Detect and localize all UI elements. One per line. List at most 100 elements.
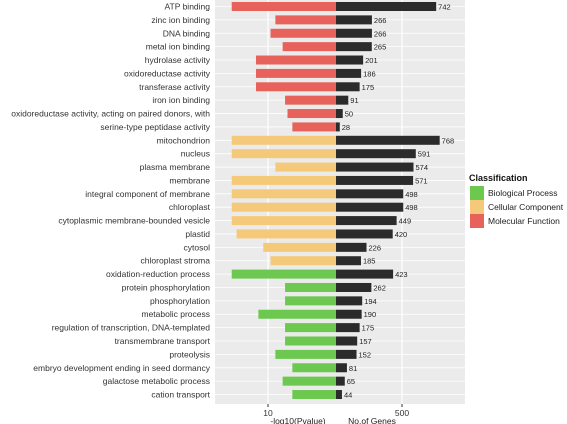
pvalue-bar-oxidation-reduction-process	[231, 269, 336, 279]
pvalue-bar-integral-component-of-membrane	[231, 189, 336, 199]
term-label-metal-ion-binding: metal ion binding	[146, 42, 211, 52]
pvalue-bar-chloroplast-stroma	[270, 256, 336, 266]
count-label-protein-phosphorylation: 262	[373, 283, 386, 292]
count-label-dna-binding: 266	[374, 29, 387, 38]
term-label-nucleus: nucleus	[181, 149, 210, 159]
legend-swatch-molecular-function	[470, 214, 484, 228]
gene-count-bar-serine-type-peptidase-activity	[336, 122, 340, 132]
gene-count-bar-galactose-metabolic-process	[336, 376, 345, 386]
count-label-proteolysis: 152	[359, 350, 372, 359]
gene-count-bar-oxidation-reduction-process	[336, 269, 394, 279]
gene-count-bar-plastid	[336, 229, 393, 239]
gene-count-bar-oxidoreductase-activity-acting-on-paired-donors-with	[336, 109, 343, 119]
legend-label-cellular-component: Cellular Component	[488, 202, 564, 212]
count-label-atp-binding: 742	[438, 3, 451, 12]
pvalue-bar-plastid	[236, 229, 336, 239]
term-label-chloroplast: chloroplast	[169, 202, 211, 212]
count-label-transferase-activity: 175	[362, 83, 375, 92]
count-label-chloroplast: 498	[405, 203, 418, 212]
count-label-cation-transport: 44	[344, 391, 352, 400]
term-label-serine-type-peptidase-activity: serine-type peptidase activity	[100, 122, 210, 132]
x-axis: 10 500 -log10(Pvalue) No.of Genes	[263, 404, 409, 424]
legend-swatch-cellular-component	[470, 200, 484, 214]
x-axis-title-left: -log10(Pvalue)	[270, 416, 325, 424]
count-label-zinc-ion-binding: 266	[374, 16, 387, 25]
gene-count-bar-phosphorylation	[336, 296, 363, 306]
pvalue-bar-transferase-activity	[255, 82, 336, 92]
gene-count-bar-metabolic-process	[336, 309, 362, 319]
pvalue-bar-phosphorylation	[285, 296, 336, 306]
gene-count-bar-cation-transport	[336, 390, 342, 400]
gene-count-bar-cytosol	[336, 242, 367, 252]
term-label-membrane: membrane	[169, 175, 210, 185]
count-label-cytoplasmic-membrane-bounded-vesicle: 449	[399, 217, 412, 226]
term-label-metabolic-process: metabolic process	[141, 309, 210, 319]
term-label-chloroplast-stroma: chloroplast stroma	[141, 256, 211, 266]
gene-count-bar-chloroplast	[336, 202, 404, 212]
count-label-iron-ion-binding: 91	[350, 96, 358, 105]
legend-label-biological-process: Biological Process	[488, 188, 557, 198]
pvalue-bar-dna-binding	[270, 28, 336, 38]
pvalue-bar-metabolic-process	[258, 309, 336, 319]
count-label-chloroplast-stroma: 185	[363, 257, 376, 266]
term-label-dna-binding: DNA binding	[163, 28, 211, 38]
term-label-cation-transport: cation transport	[151, 390, 210, 400]
count-labels-layer: 742 266 266 265 201 186 175 91 50 28 768 591 574 571 4…	[342, 3, 454, 400]
bars-layer	[231, 2, 440, 400]
pvalue-bar-atp-binding	[231, 2, 336, 11]
pvalue-bar-plasma-membrane	[275, 162, 336, 172]
term-label-proteolysis: proteolysis	[169, 349, 210, 359]
gene-count-bar-transmembrane-transport	[336, 336, 358, 346]
count-label-cytosol: 226	[369, 243, 382, 252]
count-label-membrane: 571	[415, 176, 428, 185]
term-label-transferase-activity: transferase activity	[139, 82, 211, 92]
gene-count-bar-plasma-membrane	[336, 162, 414, 172]
term-label-phosphorylation: phosphorylation	[150, 296, 210, 306]
gene-count-bar-protein-phosphorylation	[336, 282, 372, 292]
gene-count-bar-cytoplasmic-membrane-bounded-vesicle	[336, 216, 397, 226]
legend-item-molecular-function: Molecular Function	[470, 214, 560, 228]
term-label-hydrolase-activity: hydrolase activity	[145, 55, 211, 65]
term-label-cytosol: cytosol	[184, 242, 211, 252]
term-label-oxidoreductase-activity: oxidoreductase activity	[124, 68, 211, 78]
pvalue-bar-transmembrane-transport	[285, 336, 336, 346]
pvalue-bar-serine-type-peptidase-activity	[292, 122, 336, 132]
term-label-atp-binding: ATP binding	[164, 2, 210, 12]
term-label-oxidoreductase-activity-acting-on-paired-donors-with: oxidoreductase activity, acting on paire…	[11, 109, 210, 119]
pvalue-bar-proteolysis	[275, 349, 336, 359]
pvalue-bar-chloroplast	[231, 202, 336, 212]
pvalue-bar-regulation-of-transcription-dna-templated	[285, 323, 336, 333]
count-label-serine-type-peptidase-activity: 28	[342, 123, 350, 132]
pvalue-bar-cytosol	[263, 242, 336, 252]
legend-item-cellular-component: Cellular Component	[470, 200, 564, 214]
pvalue-bar-protein-phosphorylation	[285, 282, 336, 292]
term-label-cytoplasmic-membrane-bounded-vesicle: cytoplasmic membrane-bounded vesicle	[58, 216, 210, 226]
term-label-oxidation-reduction-process: oxidation-reduction process	[106, 269, 210, 279]
tick-label-left: 10	[263, 408, 273, 418]
gene-count-bar-hydrolase-activity	[336, 55, 364, 65]
pvalue-bar-mitochondrion	[231, 135, 336, 145]
pvalue-bar-galactose-metabolic-process	[282, 376, 336, 386]
count-label-metal-ion-binding: 265	[374, 43, 387, 52]
pvalue-bar-nucleus	[231, 149, 336, 159]
legend: Classification Biological Process Cellul…	[469, 173, 564, 228]
gene-count-bar-regulation-of-transcription-dna-templated	[336, 323, 360, 333]
count-label-phosphorylation: 194	[364, 297, 377, 306]
pvalue-bar-iron-ion-binding	[285, 95, 336, 105]
pvalue-bar-cation-transport	[292, 390, 336, 400]
gene-count-bar-transferase-activity	[336, 82, 360, 92]
count-label-integral-component-of-membrane: 498	[405, 190, 418, 199]
gene-count-bar-proteolysis	[336, 349, 357, 359]
term-label-embryo-development-ending-in-seed-dormancy: embryo development ending in seed dorman…	[33, 363, 210, 373]
count-label-plasma-membrane: 574	[415, 163, 428, 172]
count-label-oxidoreductase-activity: 186	[363, 69, 376, 78]
count-label-mitochondrion: 768	[442, 136, 455, 145]
gene-count-bar-integral-component-of-membrane	[336, 189, 404, 199]
pvalue-bar-cytoplasmic-membrane-bounded-vesicle	[231, 216, 336, 226]
gene-count-bar-zinc-ion-binding	[336, 15, 372, 25]
legend-swatch-biological-process	[470, 186, 484, 200]
legend-label-molecular-function: Molecular Function	[488, 216, 560, 226]
term-label-plastid: plastid	[185, 229, 210, 239]
term-label-plasma-membrane: plasma membrane	[140, 162, 211, 172]
